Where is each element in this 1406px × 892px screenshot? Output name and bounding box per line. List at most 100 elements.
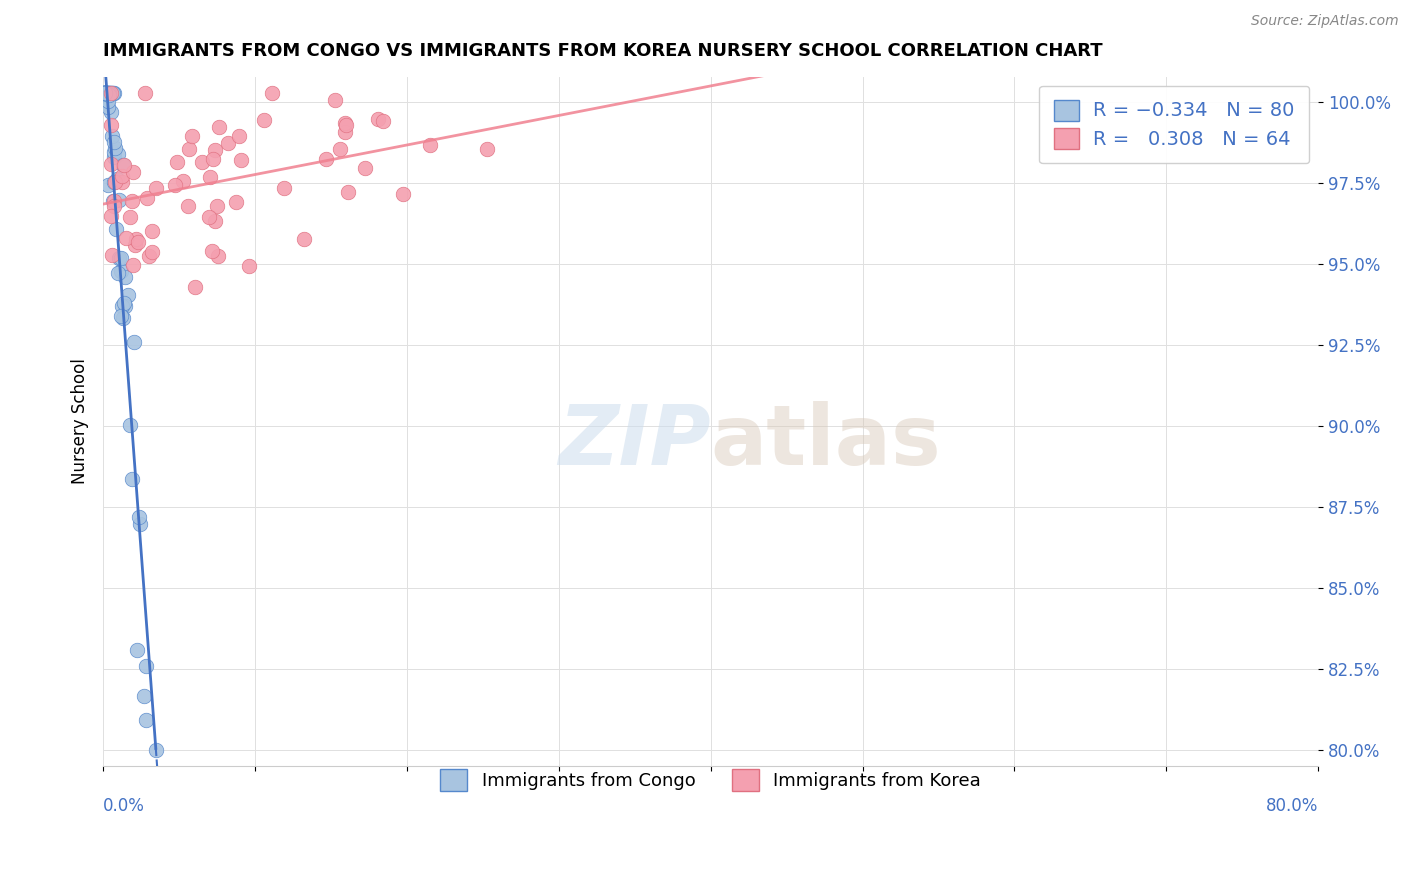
Text: atlas: atlas (710, 401, 942, 483)
Point (94, 86, 117, 100)
Point (367, 112, 389, 126)
Text: IMMIGRANTS FROM CONGO VS IMMIGRANTS FROM KOREA NURSERY SCHOOL CORRELATION CHART: IMMIGRANTS FROM CONGO VS IMMIGRANTS FROM… (103, 42, 1102, 60)
Point (96, 178, 118, 192)
Point (273, 180, 295, 194)
Point (94, 86, 117, 100)
Point (136, 191, 159, 205)
Point (98, 86, 121, 100)
Point (111, 299, 134, 313)
Point (103, 150, 125, 164)
Point (135, 658, 157, 673)
Point (96, 86, 118, 100)
Point (103, 136, 125, 150)
Point (101, 194, 124, 208)
Point (93, 86, 115, 100)
Point (101, 86, 124, 100)
Point (125, 231, 148, 245)
Point (122, 334, 145, 349)
Point (124, 238, 146, 252)
Point (94, 86, 117, 100)
Point (96, 86, 118, 100)
Point (100, 86, 122, 100)
Point (179, 142, 201, 156)
Point (191, 154, 214, 169)
Point (100, 118, 122, 132)
Point (110, 310, 132, 324)
Point (373, 114, 395, 128)
Point (101, 86, 124, 100)
Point (93, 86, 115, 100)
Point (253, 112, 276, 127)
Point (103, 194, 125, 208)
Point (107, 266, 129, 280)
Point (141, 245, 163, 260)
Point (93, 86, 115, 100)
Point (100, 209, 122, 223)
Point (112, 296, 135, 310)
Point (97, 86, 120, 100)
Point (121, 258, 143, 272)
Point (93, 86, 115, 100)
Point (121, 194, 143, 208)
Point (204, 214, 226, 228)
Point (104, 141, 127, 155)
Point (202, 153, 225, 167)
Point (198, 210, 221, 224)
Point (111, 169, 134, 183)
Point (97, 86, 120, 100)
Point (100, 105, 122, 120)
Point (105, 222, 128, 236)
Point (112, 311, 135, 326)
Point (93, 86, 115, 100)
Text: ZIP: ZIP (558, 401, 710, 483)
Point (111, 175, 134, 189)
Point (260, 86, 283, 100)
Point (238, 259, 260, 273)
Point (110, 251, 132, 265)
Point (335, 118, 357, 132)
Point (103, 175, 125, 189)
Point (225, 194, 247, 209)
Point (315, 152, 337, 166)
Point (97, 100, 120, 114)
Point (93, 86, 115, 100)
Point (111, 158, 134, 172)
Point (93, 86, 115, 100)
Point (112, 158, 135, 172)
Point (97, 86, 120, 100)
Point (96, 86, 118, 100)
Point (122, 164, 145, 178)
Point (93, 86, 115, 100)
Point (138, 249, 160, 263)
Point (97, 87, 120, 102)
Point (94, 86, 117, 100)
Point (204, 144, 226, 158)
Point (93, 86, 115, 100)
Point (135, 714, 157, 728)
Point (166, 155, 188, 169)
Point (181, 129, 204, 144)
Point (115, 231, 138, 245)
Point (108, 251, 131, 265)
Point (323, 93, 346, 107)
Point (114, 299, 136, 313)
Point (205, 199, 228, 213)
Point (183, 280, 205, 294)
Point (145, 181, 167, 195)
Point (132, 689, 155, 703)
Point (100, 86, 122, 100)
Point (97, 95, 120, 109)
Point (207, 249, 229, 263)
Point (98, 86, 121, 100)
Legend: Immigrants from Congo, Immigrants from Korea: Immigrants from Congo, Immigrants from K… (426, 755, 995, 805)
Point (94, 86, 117, 100)
Text: 80.0%: 80.0% (1265, 797, 1319, 814)
Point (145, 743, 167, 757)
Point (98, 86, 121, 100)
Point (117, 287, 139, 301)
Point (128, 509, 150, 524)
Point (120, 210, 142, 224)
Point (91, 86, 114, 100)
Point (103, 86, 125, 100)
Point (229, 153, 252, 167)
